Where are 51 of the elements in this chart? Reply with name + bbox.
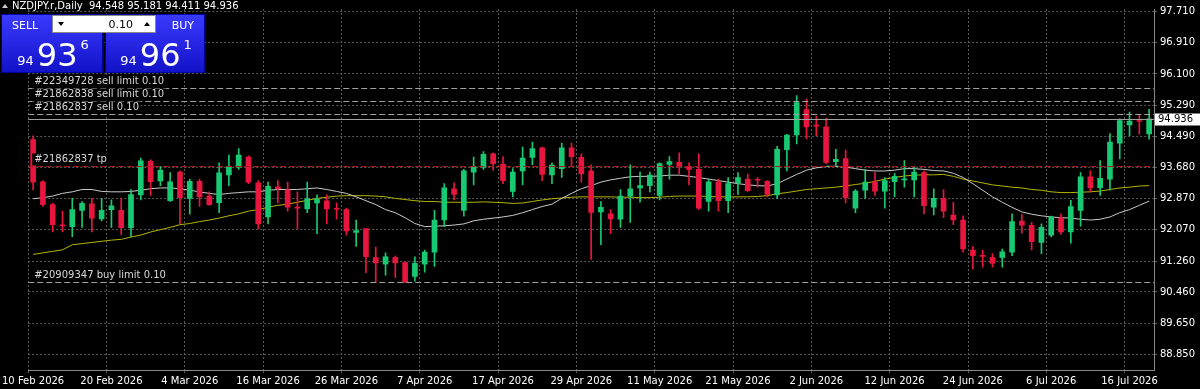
x-tick-label: 16 Jul 2026 [1101,374,1158,386]
x-tick-label: 12 Jun 2026 [864,374,925,386]
x-tick-label: 21 May 2026 [705,374,771,386]
candlestick [1019,213,1025,234]
candlestick [1136,114,1143,135]
ref-line-label: #21862837 tp [34,153,107,165]
candlestick [637,171,643,203]
ref-line-label: 94.936 [1158,113,1194,125]
y-tick-label: 93.680 [1160,161,1196,173]
y-tick-label: 97.710 [1160,5,1196,17]
ref-line-label: #21862838 sell limit 0.10 [34,88,165,100]
x-tick-label: 17 Apr 2026 [472,374,534,386]
x-tick-label: 2 Jun 2026 [789,374,844,386]
candlestick [314,194,320,234]
candlestick [979,249,986,268]
candlestick [275,180,281,204]
chart-title: NZDJPY.r,Daily 94.548 95.181 94.411 94.936 [12,0,239,11]
ref-line-label: #20909347 buy limit 0.10 [34,269,166,281]
lot-field: 0.10 [52,15,156,33]
y-tick-label: 96.910 [1160,36,1196,48]
candlestick [353,219,359,247]
x-tick-label: 11 May 2026 [627,374,693,386]
x-tick-label: 26 Mar 2026 [314,374,379,386]
annotation: 0.10 [108,18,133,31]
y-tick-label: 92.070 [1160,223,1196,235]
x-tick-label: 10 Feb 2026 [1,374,65,386]
x-tick-label: 4 Mar 2026 [161,374,219,386]
candlestick [833,148,839,167]
y-tick-label: 92.870 [1160,192,1196,204]
y-tick-label: 88.850 [1160,347,1196,359]
y-tick-label: 96.100 [1160,67,1196,79]
x-tick-label: 7 Apr 2026 [396,374,453,386]
x-tick-label: 6 Jul 2026 [1026,374,1077,386]
x-tick-label: 20 Feb 2026 [80,374,143,386]
ref-line-label: #21862837 sell 0.10 [34,101,140,113]
y-tick-label: 95.290 [1160,98,1196,110]
candlestick [950,201,957,225]
x-tick-label: 29 Apr 2026 [550,374,613,386]
candlestick [627,164,634,223]
y-tick-label: 94.490 [1160,129,1196,141]
x-tick-label: 24 Jun 2026 [942,374,1003,386]
candlestick [607,209,614,234]
candlestick [598,201,604,246]
y-tick-label: 90.460 [1160,285,1196,297]
candlestick [372,246,379,283]
ref-line-label: #22349728 sell limit 0.10 [34,75,165,87]
x-tick-label: 16 Mar 2026 [236,374,300,386]
annotation: SELL [12,19,39,32]
annotation: BUY [171,19,194,32]
y-tick-label: 89.650 [1160,316,1196,328]
y-tick-label: 91.260 [1160,254,1196,266]
